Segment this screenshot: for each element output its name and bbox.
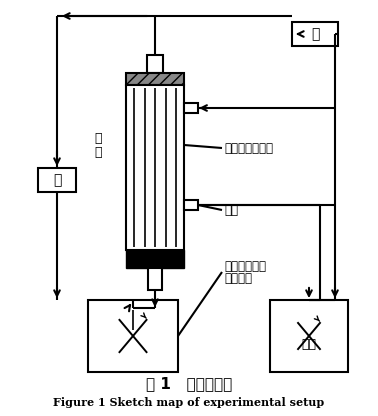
Text: Figure 1 Sketch map of experimental setup: Figure 1 Sketch map of experimental setu… <box>53 398 325 409</box>
Text: 图 1   试验装置图: 图 1 试验装置图 <box>146 376 232 391</box>
Text: 泵: 泵 <box>311 27 319 41</box>
Text: 萃取剂在反萃: 萃取剂在反萃 <box>224 260 266 272</box>
Bar <box>88 300 178 372</box>
Bar <box>126 250 184 268</box>
Text: 泵: 泵 <box>53 173 61 187</box>
Bar <box>148 268 162 290</box>
Text: 废水: 废水 <box>302 338 316 351</box>
Bar <box>292 22 338 46</box>
Bar <box>126 73 184 85</box>
Bar <box>270 300 348 372</box>
Bar <box>184 200 198 210</box>
Bar <box>147 55 163 73</box>
Text: 中空纤维接触器: 中空纤维接触器 <box>224 141 273 154</box>
Text: 程: 程 <box>94 146 102 158</box>
Bar <box>184 103 198 113</box>
Text: 管: 管 <box>94 131 102 144</box>
Text: 剂中分散: 剂中分散 <box>224 272 252 285</box>
Text: 壳程: 壳程 <box>224 203 238 216</box>
Bar <box>126 85 184 250</box>
Bar <box>38 168 76 192</box>
